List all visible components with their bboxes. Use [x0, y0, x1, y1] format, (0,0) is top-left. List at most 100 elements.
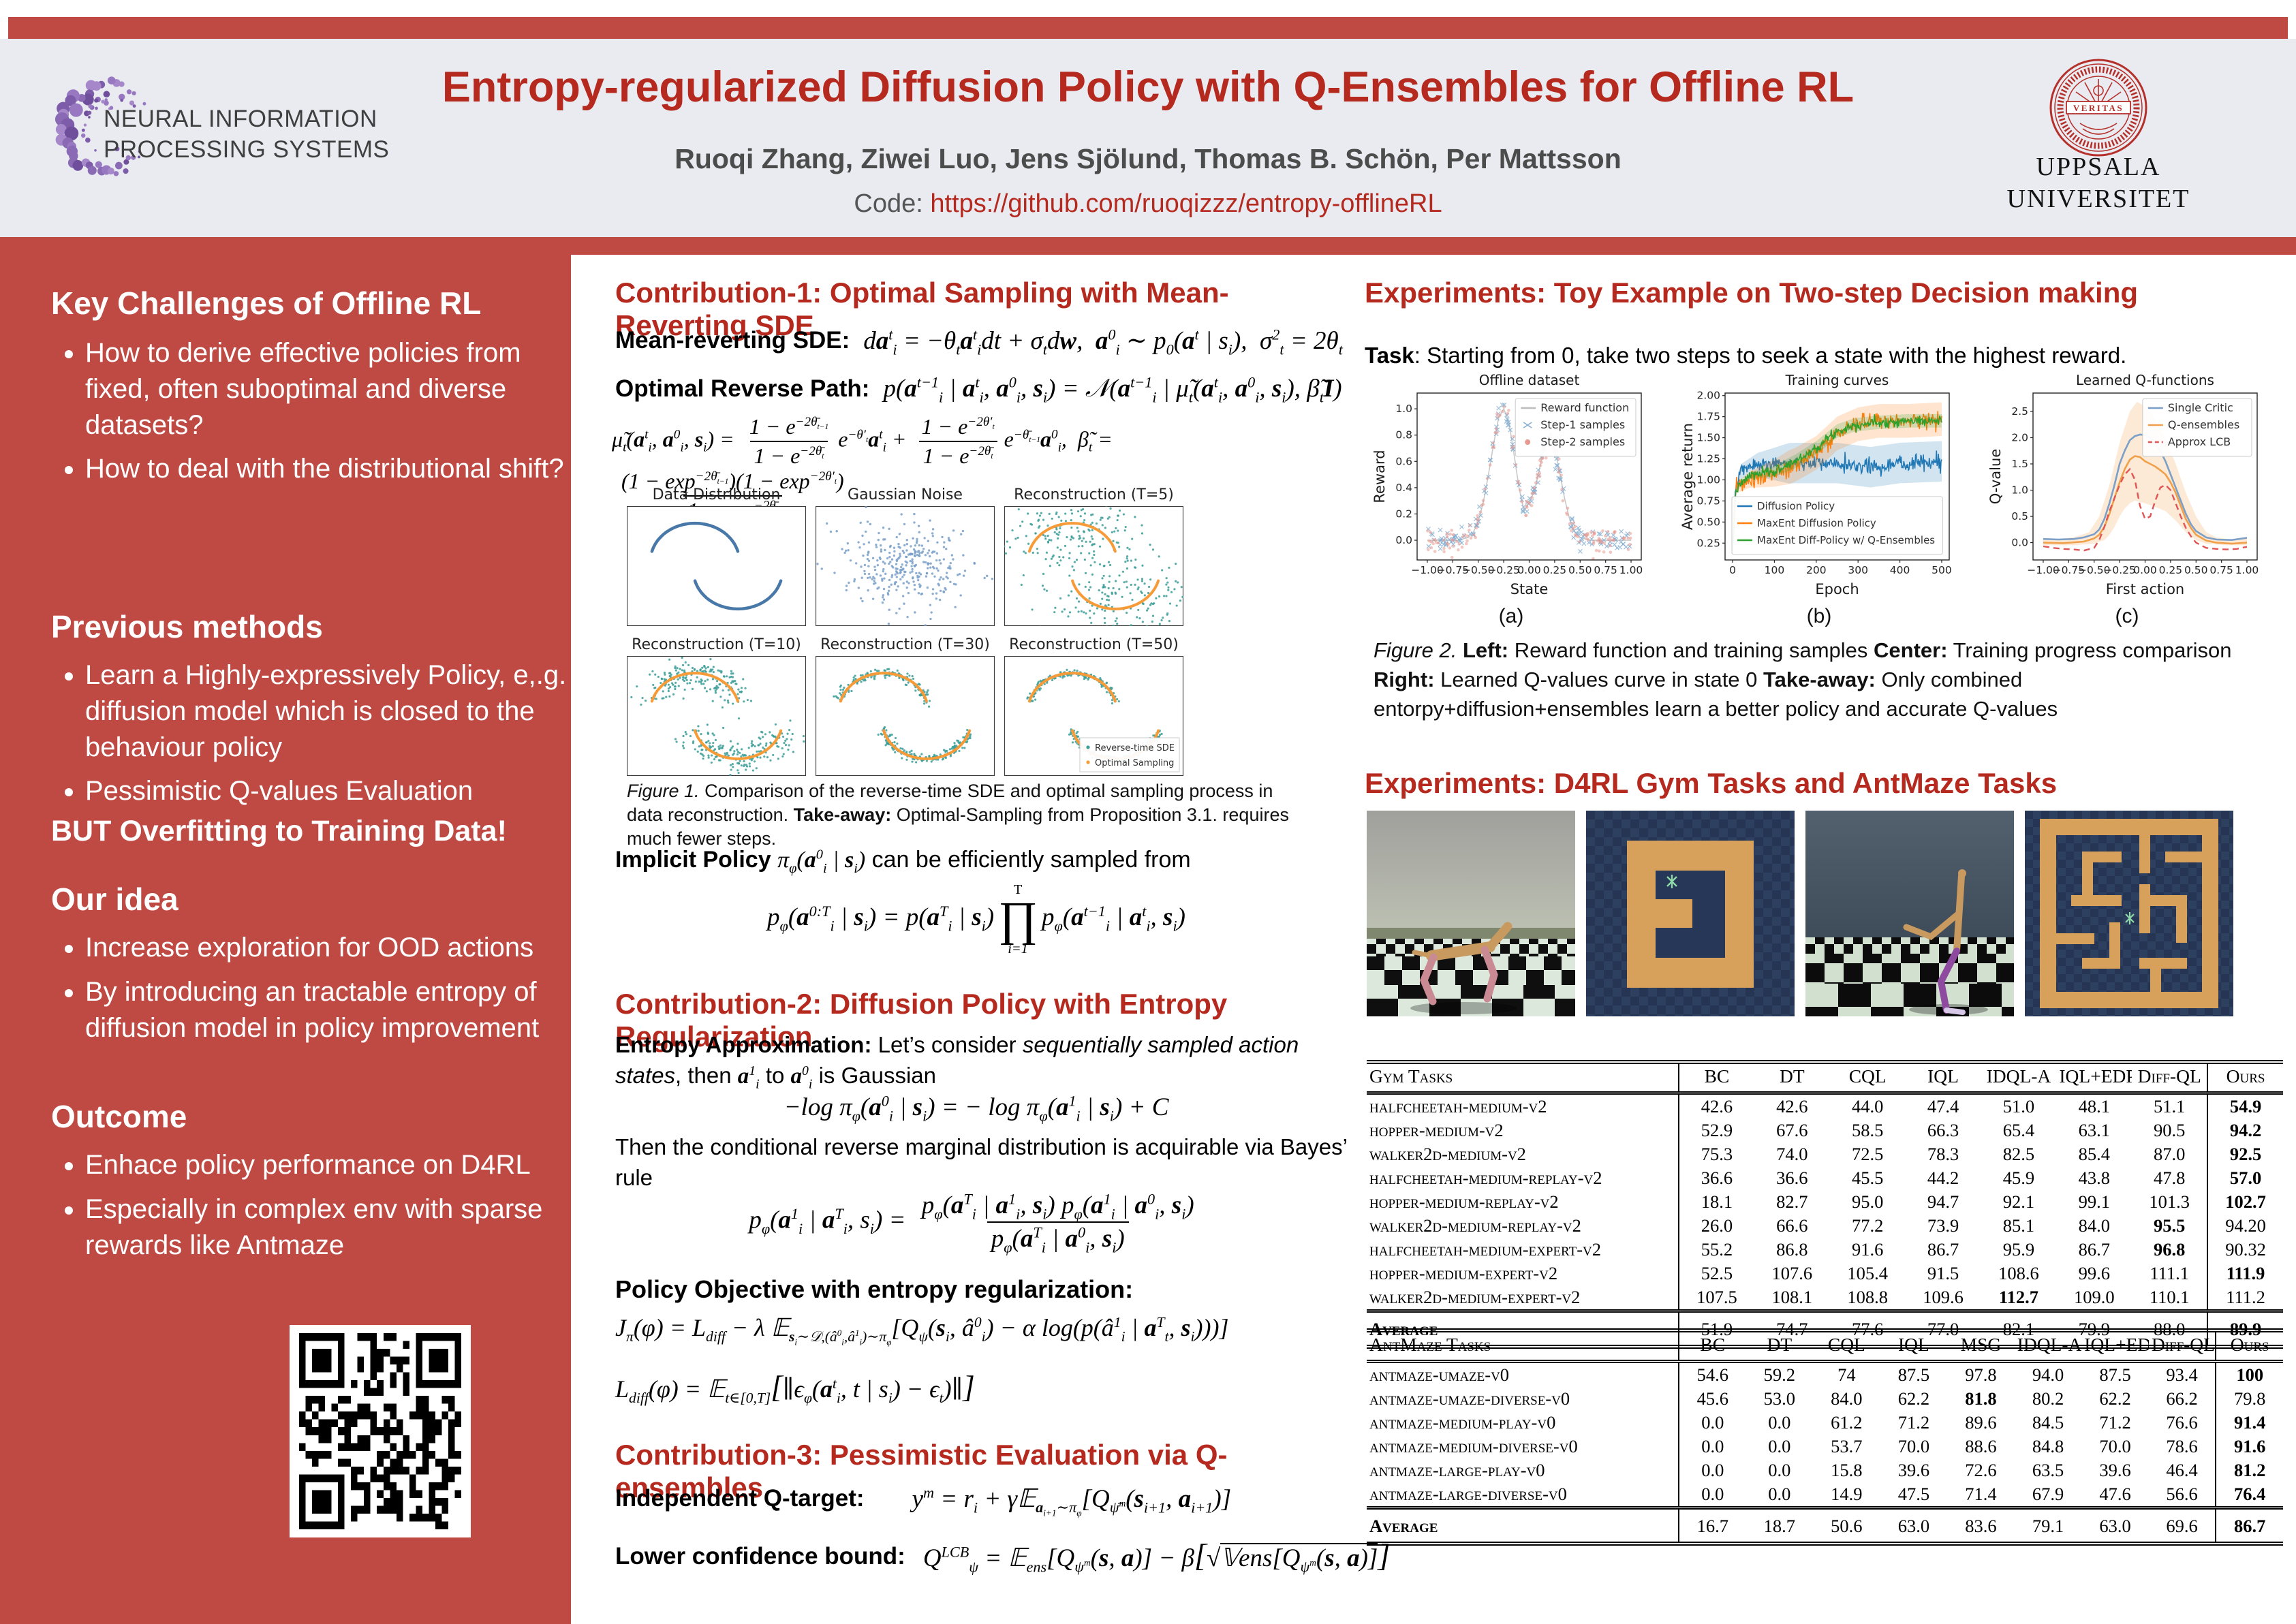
legend: Reverse-time SDE Optimal Sampling [1079, 737, 1180, 772]
average-cell: 63.0 [2081, 1506, 2149, 1544]
table-row: walker2d-medium-replay-v2 26.0 66.6 77.2 73.… [1367, 1214, 2283, 1238]
legend: Single Critic Q-ensembles Approx LCB [2142, 398, 2252, 457]
neurips-logo-icon [55, 76, 146, 176]
task-name: hopper-medium-v2 [1369, 1120, 1504, 1140]
legend: Diffusion Policy MaxEnt Diffusion Policy M… [1731, 496, 1943, 555]
score-cell: 86.7 [2078, 1239, 2110, 1260]
table-row: antmaze-umaze-diverse-v0 45.6 53.0 84.0 62.2… [1367, 1387, 2283, 1411]
score-cell: 66.2 [2166, 1388, 2198, 1409]
svg-text:0.4: 0.4 [1395, 482, 1412, 494]
svg-text:MaxEnt Diffusion Policy: MaxEnt Diffusion Policy [1757, 517, 1876, 529]
svg-text:Diffusion Policy: Diffusion Policy [1757, 500, 1835, 512]
header [0, 39, 2296, 237]
data-distribution-plot [626, 505, 807, 627]
figure1-panel: Gaussian Noise [809, 486, 995, 629]
optimal-sampling-curve [650, 672, 739, 703]
figure1-panel: Reconstruction (T=5) [979, 485, 1203, 649]
band-Diffusion Policy [1733, 441, 1942, 557]
table-row: halfcheetah-medium-v2 42.6 42.6 44.0 47.4 51.… [1367, 1093, 2283, 1119]
svg-text:0.50: 0.50 [1696, 516, 1720, 528]
legend: Reward function Step-1 samples Step-2 samp… [1515, 398, 1636, 457]
score-cell: 0.0 [1768, 1412, 1791, 1433]
score-cell: 0.0 [1768, 1484, 1791, 1504]
figure2-caption: Figure 2. Left: Reward function and trai… [1374, 638, 2232, 721]
score-cell: 0.0 [1678, 1435, 1746, 1458]
score-cell: 74.0 [1776, 1144, 1808, 1164]
svg-text:0.00: 0.00 [2133, 564, 2157, 576]
svg-text:0.25: 0.25 [1696, 537, 1720, 549]
qtarget-label: Independent Q-target: [615, 1485, 865, 1512]
column-header: IQL+EDP [2081, 1330, 2149, 1363]
score-cell: 94.7 [1927, 1191, 1959, 1212]
svg-text:0.75: 0.75 [1594, 564, 1617, 576]
svg-text:MaxEnt Diff-Policy w/ Q-Ensemb: MaxEnt Diff-Policy w/ Q-Ensembles [1757, 534, 1935, 546]
svg-text:300: 300 [1848, 564, 1868, 576]
score-cell: 76.6 [2166, 1412, 2198, 1433]
svg-text:−0.75: −0.75 [2053, 564, 2085, 576]
score-cell: 53.7 [1831, 1436, 1863, 1456]
table-row: hopper-medium-expert-v2 52.5 107.6 105.4 91.… [1367, 1262, 2283, 1285]
svg-text:Reverse-time SDE: Reverse-time SDE [1095, 743, 1175, 753]
qr-code [290, 1325, 471, 1537]
x-axis-label: State [1510, 581, 1549, 597]
score-cell: 44.0 [1852, 1096, 1884, 1116]
reverse-path-formula: p(at−1i | ati, a0i, si) = 𝒩(at−1i | μ̃t(… [883, 373, 1342, 406]
contrib1-heading: Contribution-1: Optimal Sampling with Me… [615, 277, 1229, 341]
score-cell: 84.0 [1831, 1388, 1863, 1409]
svg-text:−0.25: −0.25 [1487, 564, 1520, 576]
svg-text:Q-ensembles: Q-ensembles [2168, 418, 2239, 431]
svg-text:0.2: 0.2 [1395, 507, 1412, 520]
our-idea-list: Increase exploration for OOD actions By … [51, 930, 572, 1054]
task-name: halfcheetah-medium-v2 [1369, 1096, 1547, 1116]
noise-scatter [809, 505, 994, 627]
band-Q-ensembles band [2043, 402, 2247, 546]
score-cell: 76.4 [2215, 1482, 2283, 1508]
score-cell: 71.2 [1897, 1412, 1930, 1433]
score-cell: 84.8 [2032, 1436, 2064, 1456]
task-description: Task: Starting from 0, take two steps to… [1365, 343, 2127, 368]
score-cell: 74 [1837, 1364, 1856, 1385]
score-cell: 73.9 [1927, 1215, 1959, 1236]
table-row: antmaze-large-diverse-v0 0.0 0.0 14.9 47.5 71… [1367, 1482, 2283, 1508]
header-divider-bar [0, 237, 2296, 255]
table-row: walker2d-medium-v2 75.3 74.0 72.5 78.3 82.5 85… [1367, 1142, 2283, 1166]
average-cell: 50.6 [1813, 1506, 1880, 1544]
score-cell: 75.3 [1678, 1142, 1754, 1166]
score-cell: 86.8 [1776, 1239, 1808, 1260]
bayes-rule-formula: pφ(a1i | aTi, si) = pφ(aTi | a1i, si) pφ… [749, 1190, 1194, 1256]
score-cell: 0.0 [1768, 1436, 1791, 1456]
svg-text:0.8: 0.8 [1395, 429, 1412, 441]
reconstruction-t5-plot [979, 485, 1203, 649]
score-cell: 52.9 [1678, 1119, 1754, 1142]
score-cell: 91.5 [1927, 1263, 1959, 1283]
svg-text:1.75: 1.75 [1696, 411, 1720, 423]
panel-title: Gaussian Noise [848, 486, 963, 503]
x-ticks: −1.00−0.75−0.50−0.250.00 0.25 0.50 0.75 1.00 [2027, 560, 2259, 576]
moons-curve [650, 521, 740, 553]
svg-text:Approx LCB: Approx LCB [2168, 435, 2231, 448]
bayes-rule-text: Then the conditional reverse marginal di… [615, 1134, 1347, 1190]
svg-text:−1.00: −1.00 [2027, 564, 2060, 576]
list-item: How to derive effective policies from fi… [85, 335, 572, 443]
score-cell: 81.2 [2215, 1458, 2283, 1482]
column-header: Diff-QL [2148, 1330, 2216, 1363]
score-cell: 84.5 [2032, 1412, 2064, 1433]
y-axis-label: Q-value [1989, 449, 2004, 505]
score-cell: 78.3 [1927, 1144, 1959, 1164]
score-cell: 48.1 [2078, 1096, 2110, 1116]
line-MaxEnt Diff-Policy w/ Q-Ensembles [1732, 414, 1942, 548]
column-header: Diff-QL [2132, 1062, 2208, 1095]
score-cell: 78.6 [2166, 1436, 2198, 1456]
uppsala-line1: UPPSALA [2036, 153, 2161, 181]
score-cell: 67.9 [2032, 1484, 2064, 1504]
column-header: BC [1678, 1330, 1746, 1363]
svg-text:0.25: 0.25 [2159, 564, 2183, 576]
uppsala-logo-text: UPPSALA UNIVERSITET [1993, 151, 2204, 215]
score-cell: 72.5 [1852, 1144, 1884, 1164]
svg-text:400: 400 [1890, 564, 1910, 576]
table-row: walker2d-medium-expert-v2 107.5 108.1 108.8… [1367, 1285, 2283, 1311]
authors: Ruoqi Zhang, Ziwei Luo, Jens Sjölund, Th… [674, 143, 1622, 174]
page-title: Entropy-regularized Diffusion Policy wit… [441, 63, 1855, 111]
optimal-sampling-curve [1071, 579, 1160, 610]
code-url: https://github.com/ruoqizzz/entropy-offl… [930, 189, 1442, 218]
